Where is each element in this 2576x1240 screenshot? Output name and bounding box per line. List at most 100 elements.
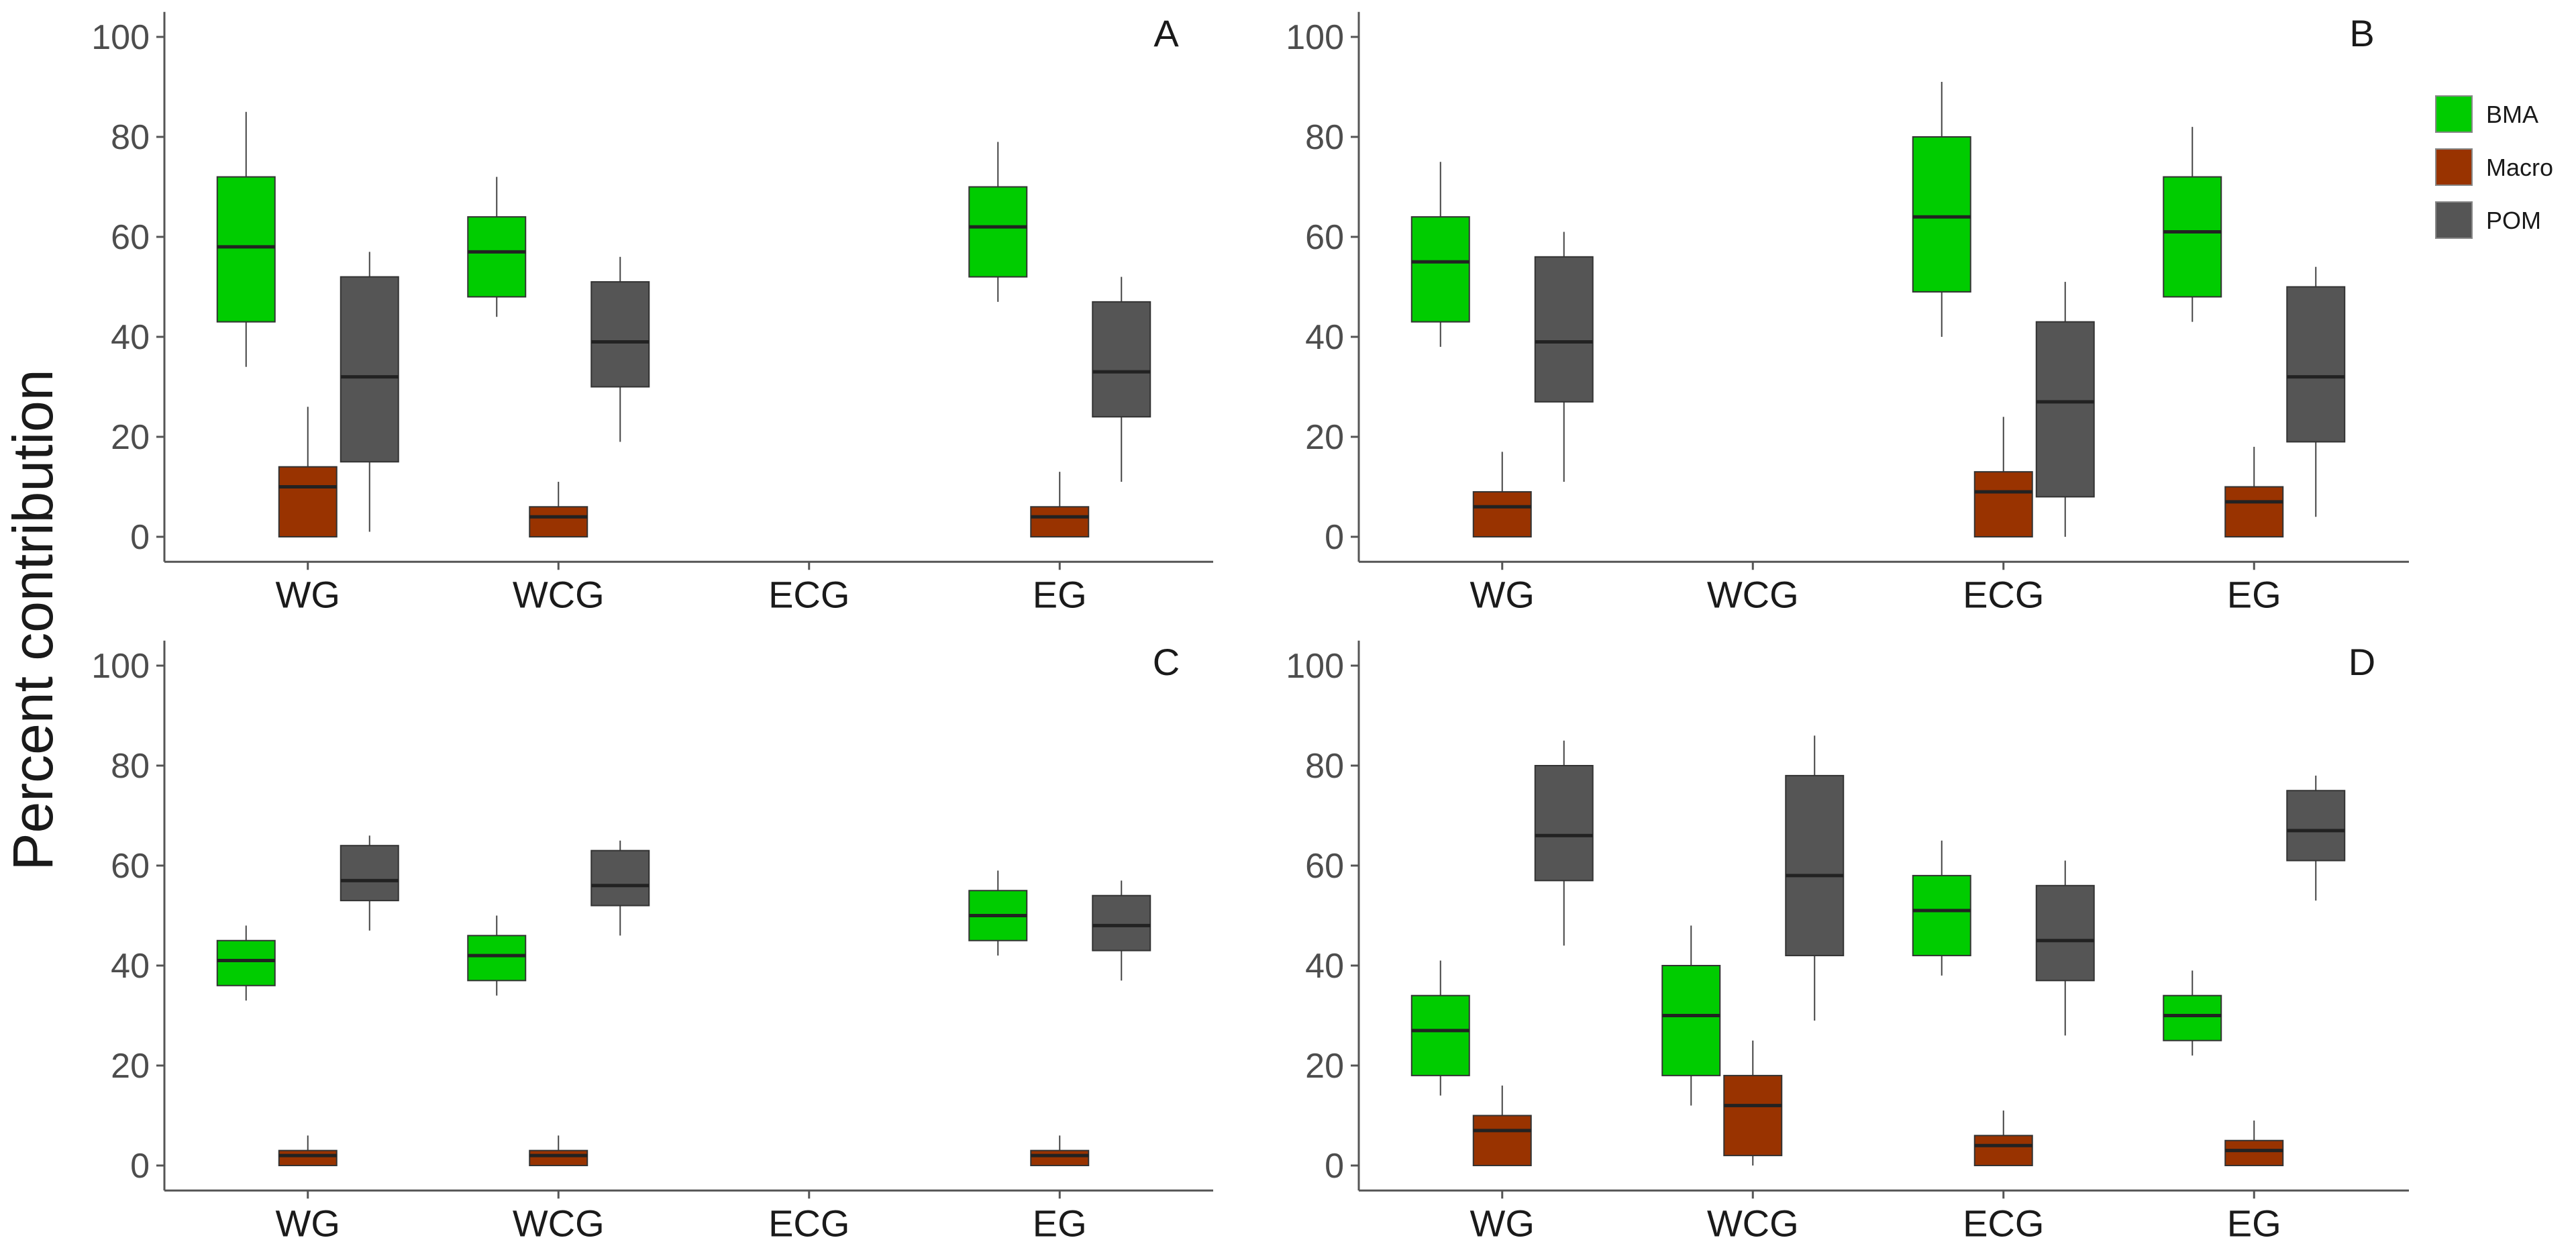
box-iqr (2163, 994, 2222, 1041)
box-iqr (1723, 1074, 1783, 1157)
y-tick-label: 0 (1325, 518, 1344, 557)
y-axis-label: Percent contribution (1, 369, 64, 870)
legend-key-bma (2435, 95, 2473, 133)
box-wg-macro (1472, 452, 1532, 538)
box-wg-bma (216, 925, 276, 1001)
box-iqr (2286, 286, 2346, 443)
box-iqr (278, 466, 338, 538)
box-iqr (2035, 321, 2095, 498)
box-wcg-macro (1723, 1040, 1783, 1166)
y-tick-label: 60 (111, 218, 150, 257)
legend-key-pom (2435, 201, 2473, 239)
box-iqr (216, 939, 276, 986)
box-wg-bma (1410, 960, 1470, 1096)
box-iqr (340, 276, 399, 463)
x-tick-label: ECG (768, 573, 849, 615)
box-iqr (1472, 490, 1532, 538)
y-tick-label: 20 (1305, 1047, 1344, 1086)
x-tick-label: ECG (1963, 1202, 2044, 1240)
box-iqr (1912, 136, 1971, 293)
x-tick-label: WG (1470, 1202, 1535, 1240)
y-tick-label: 80 (111, 747, 150, 786)
box-iqr (2286, 790, 2346, 862)
y-tick-label: 0 (130, 518, 150, 557)
box-ecg-pom (2035, 860, 2095, 1036)
legend-label-macro: Macro (2486, 154, 2553, 181)
box-wcg-pom (1785, 735, 1845, 1021)
y-tick-label: 80 (111, 118, 150, 157)
box-eg-pom (2286, 266, 2346, 517)
y-tick-label: 0 (1325, 1147, 1344, 1186)
x-tick-label: EG (1033, 573, 1087, 615)
box-iqr (1973, 471, 2033, 538)
box-eg-pom (2286, 775, 2346, 901)
box-iqr (2163, 176, 2222, 298)
box-iqr (1030, 1149, 1090, 1167)
box-wcg-bma (467, 915, 527, 996)
box-iqr (467, 216, 527, 298)
box-iqr (529, 506, 588, 537)
x-tick-label: WCG (1707, 573, 1799, 615)
box-wcg-bma (467, 176, 527, 317)
box-ecg-macro (1973, 417, 2033, 538)
x-tick-label: WG (276, 573, 340, 615)
box-iqr (1534, 256, 1594, 403)
legend: BMA Macro POM (2435, 95, 2553, 239)
y-tick-label: 40 (111, 947, 150, 986)
box-iqr (2035, 884, 2095, 982)
panel-letter: A (1153, 12, 1179, 54)
box-eg-macro (2224, 1120, 2284, 1166)
box-iqr (278, 1149, 338, 1167)
box-wg-macro (278, 1135, 338, 1167)
box-eg-macro (1030, 1135, 1090, 1167)
box-iqr (1472, 1115, 1532, 1166)
box-iqr (2224, 1139, 2284, 1166)
y-tick-label: 20 (111, 418, 150, 457)
box-iqr (1410, 216, 1470, 323)
box-eg-bma (2163, 127, 2222, 322)
x-tick-label: EG (2227, 1202, 2281, 1240)
box-wg-pom (340, 252, 399, 532)
legend-key-macro (2435, 148, 2473, 186)
y-tick-label: 40 (1305, 318, 1344, 357)
box-eg-bma (968, 870, 1028, 956)
box-iqr (1534, 765, 1594, 882)
panel-letter: B (2349, 12, 2374, 54)
y-tick-label: 80 (1305, 747, 1344, 786)
box-iqr (1030, 506, 1090, 537)
box-wg-pom (340, 835, 399, 931)
y-tick-label: 60 (1305, 218, 1344, 257)
box-iqr (968, 186, 1028, 278)
y-tick-label: 0 (130, 1147, 150, 1186)
box-wg-bma (216, 111, 276, 367)
y-tick-label: 20 (111, 1047, 150, 1086)
box-eg-pom (1092, 880, 1151, 981)
y-tick-label: 100 (1286, 18, 1344, 57)
panel-c: 0 20 40 60 80 100 WG WCG ECG EG C (91, 640, 1213, 1240)
box-wg-macro (278, 407, 338, 538)
y-tick-label: 40 (111, 318, 150, 357)
panel-d: 0 20 40 60 80 100 WG WCG ECG EG D (1286, 640, 2409, 1240)
x-tick-label: WCG (513, 573, 605, 615)
box-iqr (1973, 1135, 2033, 1167)
x-tick-label: WG (1470, 573, 1535, 615)
box-iqr (467, 935, 527, 982)
panel-b: 0 20 40 60 80 100 WG WCG ECG EG B (1286, 11, 2409, 615)
box-ecg-bma (1912, 82, 1971, 337)
box-iqr (340, 845, 399, 902)
box-wcg-macro (529, 1135, 588, 1167)
y-tick-label: 100 (91, 647, 150, 686)
legend-label-bma: BMA (2486, 101, 2538, 128)
box-wcg-pom (590, 840, 650, 936)
box-eg-bma (2163, 970, 2222, 1056)
box-iqr (2224, 486, 2284, 537)
box-wg-pom (1534, 231, 1594, 482)
box-iqr (1912, 874, 1971, 957)
panel-letter: C (1153, 641, 1180, 683)
x-tick-label: WCG (1707, 1202, 1799, 1240)
x-tick-label: WCG (513, 1202, 605, 1240)
box-iqr (1410, 994, 1470, 1076)
panel-letter: D (2349, 641, 2375, 683)
x-tick-label: ECG (768, 1202, 849, 1240)
